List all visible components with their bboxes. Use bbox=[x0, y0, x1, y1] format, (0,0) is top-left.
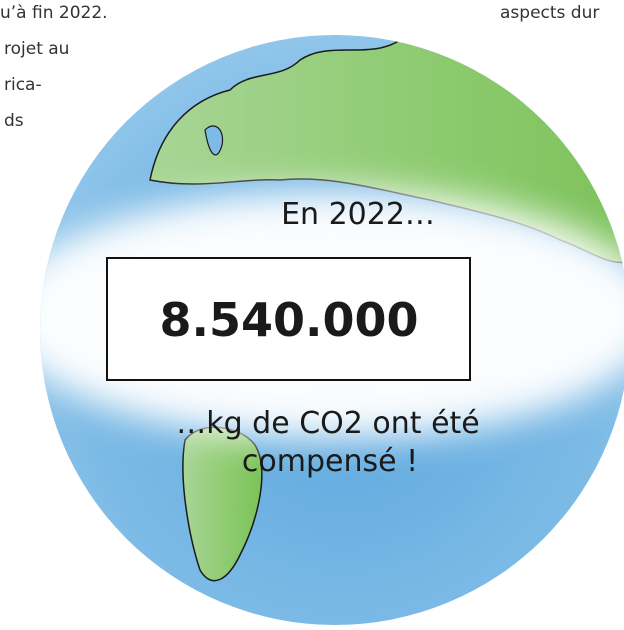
globe-caption: …kg de CO2 ont été bbox=[176, 406, 480, 441]
side-text: ds bbox=[4, 111, 24, 131]
globe-heading: En 2022… bbox=[281, 197, 435, 232]
side-text: u’à fin 2022. bbox=[0, 3, 108, 23]
side-text: rica- bbox=[4, 75, 42, 95]
page: u’à fin 2022. rojet au rica- ds aspects … bbox=[0, 0, 624, 630]
globe-illustration: u’à fin 2022. rojet au rica- ds aspects … bbox=[0, 0, 624, 630]
side-text: aspects dur bbox=[500, 3, 599, 23]
side-text: rojet au bbox=[4, 39, 69, 59]
globe-figure: 8.540.000 bbox=[160, 293, 419, 347]
globe-caption: compensé ! bbox=[242, 444, 418, 479]
